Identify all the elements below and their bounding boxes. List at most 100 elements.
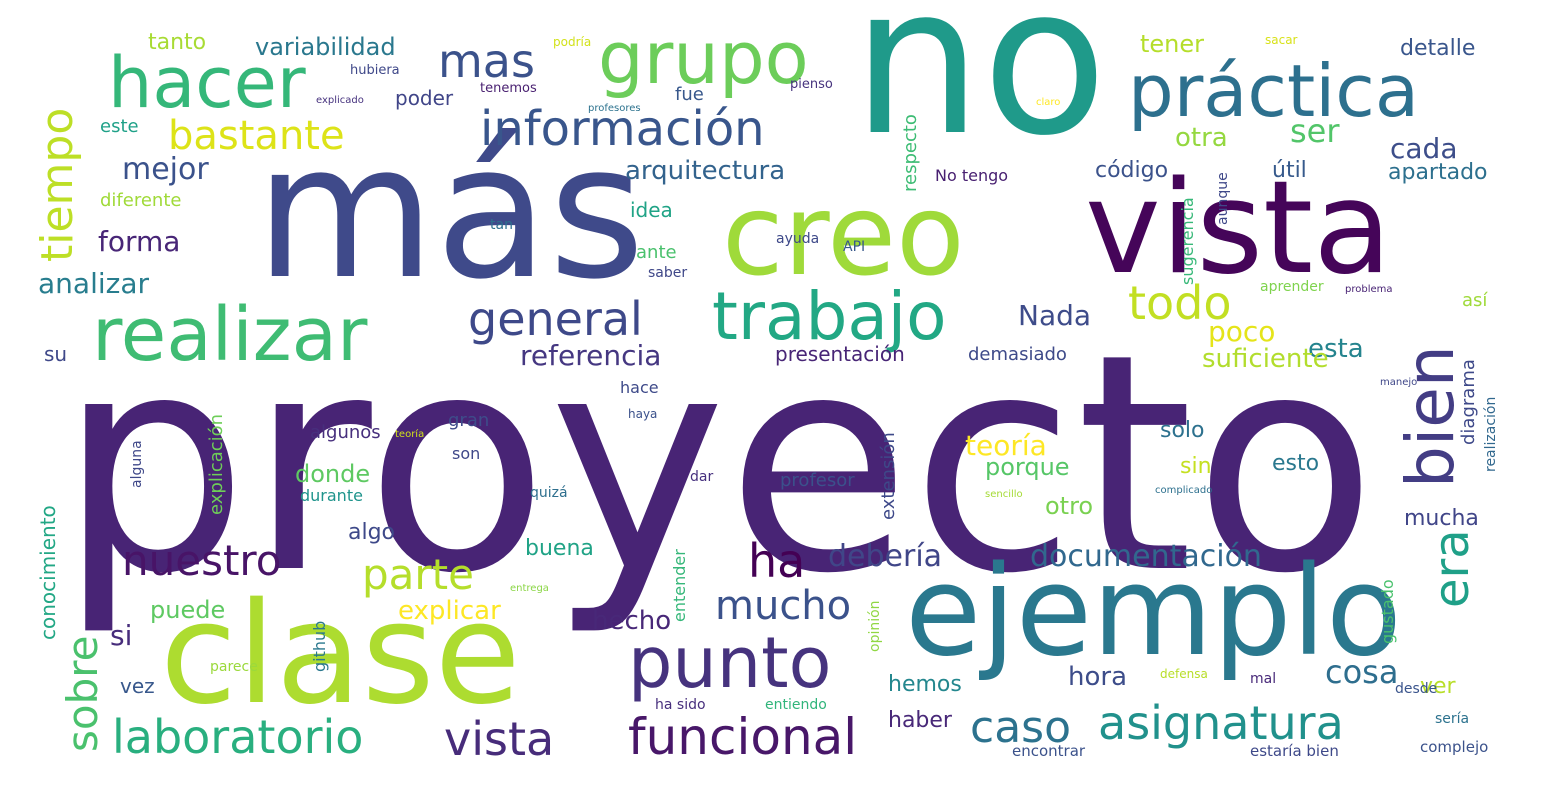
word-donde: donde (295, 460, 371, 488)
word-sin: sin (1180, 454, 1212, 479)
word-vez: vez (120, 674, 155, 698)
word-haya: haya (628, 407, 658, 421)
word-no: no (852, 0, 1108, 181)
word-sacar: sacar (1265, 33, 1298, 47)
word-hace: hace (620, 378, 659, 397)
word-analizar: analizar (38, 267, 149, 300)
word-proyecto: proyecto (58, 290, 1377, 639)
word-explicar: explicar (398, 596, 501, 626)
word-ejemplo: ejemplo (905, 540, 1402, 684)
word-desde: desde (1395, 681, 1438, 697)
word-su: su (44, 342, 68, 366)
word-este: este (100, 116, 139, 137)
word-algunos: algunos (310, 422, 381, 443)
word-complejo: complejo (1420, 738, 1489, 756)
word-bien: bien (1392, 345, 1469, 488)
word-solo: solo (1160, 418, 1205, 443)
word-hecho: hecho (592, 606, 672, 636)
word-respecto: respecto (900, 114, 921, 192)
word-trabajo: trabajo (712, 278, 947, 355)
word-conocimiento: conocimiento (36, 505, 60, 640)
word-deberia: debería (828, 539, 943, 574)
word-github: github (310, 620, 329, 672)
word-problema: problema (1345, 284, 1393, 295)
word-explicado: explicado (316, 95, 364, 106)
word-realizacion: realización (1483, 396, 1499, 472)
word-mejor: mejor (122, 152, 209, 187)
word-punto: punto (628, 622, 832, 704)
word-codigo: código (1095, 158, 1169, 183)
word-sencillo: sencillo (985, 489, 1023, 500)
word-son: son (452, 444, 481, 463)
word-encontrar: encontrar (1012, 742, 1086, 760)
word-vista-large: vista (1085, 154, 1392, 303)
word-claro: claro (1036, 97, 1061, 108)
word-tanto: tanto (148, 30, 207, 55)
word-todo: todo (1128, 276, 1232, 330)
word-creo: creo (722, 171, 965, 301)
word-teoria-small: teoría (395, 429, 425, 440)
word-arquitectura: arquitectura (625, 156, 786, 186)
word-profesor: profesor (780, 470, 855, 491)
word-hora: hora (1068, 662, 1128, 692)
word-hacer: hacer (108, 42, 306, 124)
word-documentacion: documentación (1030, 539, 1262, 574)
word-aunque: aunque (1215, 172, 1231, 225)
word-demasiado: demasiado (968, 344, 1067, 365)
word-hemos: hemos (888, 672, 962, 697)
word-fue: fue (675, 84, 704, 105)
word-alguna: alguna (129, 440, 145, 488)
word-podria: podría (553, 35, 592, 49)
word-estaria-bien: estaría bien (1250, 742, 1339, 760)
word-quiza: quizá (530, 485, 568, 501)
word-tan: tan (490, 217, 513, 233)
word-mucho: mucho (715, 583, 852, 629)
word-teoria: teoría (965, 429, 1047, 462)
word-ha: ha (748, 534, 806, 588)
word-saber: saber (648, 265, 688, 281)
word-detalle: detalle (1400, 36, 1476, 61)
word-nada: Nada (1018, 299, 1092, 332)
word-cosa: cosa (1325, 653, 1399, 691)
word-puede: puede (150, 596, 226, 624)
word-sugerencia: sugerencia (1178, 197, 1197, 285)
word-apartado: apartado (1388, 160, 1488, 185)
word-tenemos: tenemos (480, 81, 537, 96)
word-parece: parece (210, 659, 258, 675)
word-presentacion: presentación (775, 342, 905, 366)
word-vista-small: vista (444, 712, 555, 766)
word-suficiente: suficiente (1202, 344, 1329, 374)
word-otra: otra (1175, 123, 1228, 153)
word-realizar: realizar (92, 292, 368, 378)
word-diagrama: diagrama (1458, 359, 1479, 445)
word-manejo: manejo (1380, 377, 1418, 388)
word-ayuda: ayuda (776, 231, 820, 247)
word-hubiera: hubiera (350, 63, 400, 78)
word-durante: durante (300, 486, 363, 505)
word-profesores: profesores (588, 103, 641, 114)
word-laboratorio: laboratorio (112, 710, 364, 764)
word-buena: buena (525, 536, 594, 561)
word-complicado: complicado (1155, 485, 1213, 496)
word-algo: algo (348, 520, 396, 545)
word-dar: dar (690, 469, 714, 485)
word-esto: esto (1272, 451, 1320, 476)
word-idea: idea (630, 198, 673, 222)
word-explicacion: explicación (206, 413, 227, 515)
word-ser: ser (1290, 112, 1340, 150)
word-mal: mal (1250, 671, 1277, 687)
word-mas-accent: más (255, 104, 645, 320)
word-bastante: bastante (168, 113, 345, 159)
word-otro: otro (1045, 492, 1094, 520)
word-mucha: mucha (1404, 506, 1479, 531)
word-extension: extensión (878, 432, 899, 520)
word-poco: poco (1208, 315, 1276, 348)
word-forma: forma (98, 225, 181, 258)
word-no-tengo: No tengo (935, 166, 1009, 185)
word-asi: así (1462, 290, 1488, 311)
word-sobre: sobre (58, 635, 107, 752)
word-seria: sería (1435, 711, 1470, 727)
word-asignatura: asignatura (1098, 696, 1344, 750)
word-diferente: diferente (100, 190, 182, 211)
word-tener: tener (1140, 30, 1205, 58)
